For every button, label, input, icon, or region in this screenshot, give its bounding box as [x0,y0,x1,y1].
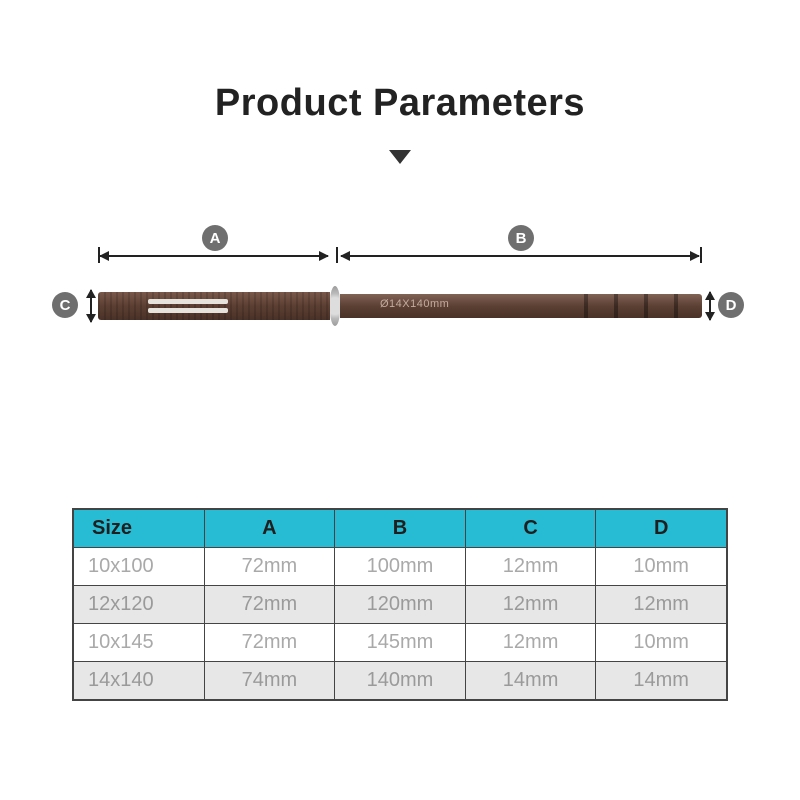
col-a: A [204,510,335,548]
table-cell: 145mm [335,624,466,662]
table-cell: 12mm [465,586,596,624]
table-cell: 12mm [596,586,727,624]
table-cell: 72mm [204,548,335,586]
dim-arrow-c [90,290,92,322]
dim-arrow-a [100,255,328,257]
table-row: 10x14572mm145mm12mm10mm [74,624,727,662]
table-cell: 120mm [335,586,466,624]
table-cell: 72mm [204,586,335,624]
col-b: B [335,510,466,548]
table-header-row: Size A B C D [74,510,727,548]
page-title: Product Parameters [0,82,800,125]
table-cell: 14mm [596,662,727,700]
dim-arrow-b [341,255,699,257]
table-cell: 12mm [465,624,596,662]
col-c: C [465,510,596,548]
table-cell: 100mm [335,548,466,586]
parameters-table: Size A B C D 10x10072mm100mm12mm10mm12x1… [72,508,728,701]
dim-arrow-d [709,292,711,320]
table-cell: 10mm [596,548,727,586]
table-row: 14x14074mm140mm14mm14mm [74,662,727,700]
table-cell: 14x140 [74,662,205,700]
bolt-engraving: Ø14X140mm [380,298,449,310]
table-cell: 14mm [465,662,596,700]
table-row: 10x10072mm100mm12mm10mm [74,548,727,586]
table-cell: 12x120 [74,586,205,624]
bolt-shaft: Ø14X140mm [340,294,702,318]
dim-label-c: C [52,292,78,318]
table-cell: 74mm [204,662,335,700]
anchor-slot [148,299,228,304]
anchor-slot [148,308,228,313]
table-cell: 10mm [596,624,727,662]
dimension-diagram: A B C D Ø14X140mm [60,235,740,355]
product-illustration: Ø14X140mm [98,292,702,320]
dim-tick [700,247,702,263]
col-size: Size [74,510,205,548]
anchor-sleeve [98,292,330,320]
dim-label-d: D [718,292,744,318]
dim-label-b: B [508,225,534,251]
dim-tick [336,247,338,263]
col-d: D [596,510,727,548]
table-cell: 10x100 [74,548,205,586]
table-cell: 140mm [335,662,466,700]
washer-collar [330,286,340,326]
dim-label-a: A [202,225,228,251]
table-row: 12x12072mm120mm12mm12mm [74,586,727,624]
table-body: 10x10072mm100mm12mm10mm12x12072mm120mm12… [74,548,727,700]
table-cell: 72mm [204,624,335,662]
table-cell: 12mm [465,548,596,586]
pointer-triangle-icon [389,150,411,164]
table-cell: 10x145 [74,624,205,662]
